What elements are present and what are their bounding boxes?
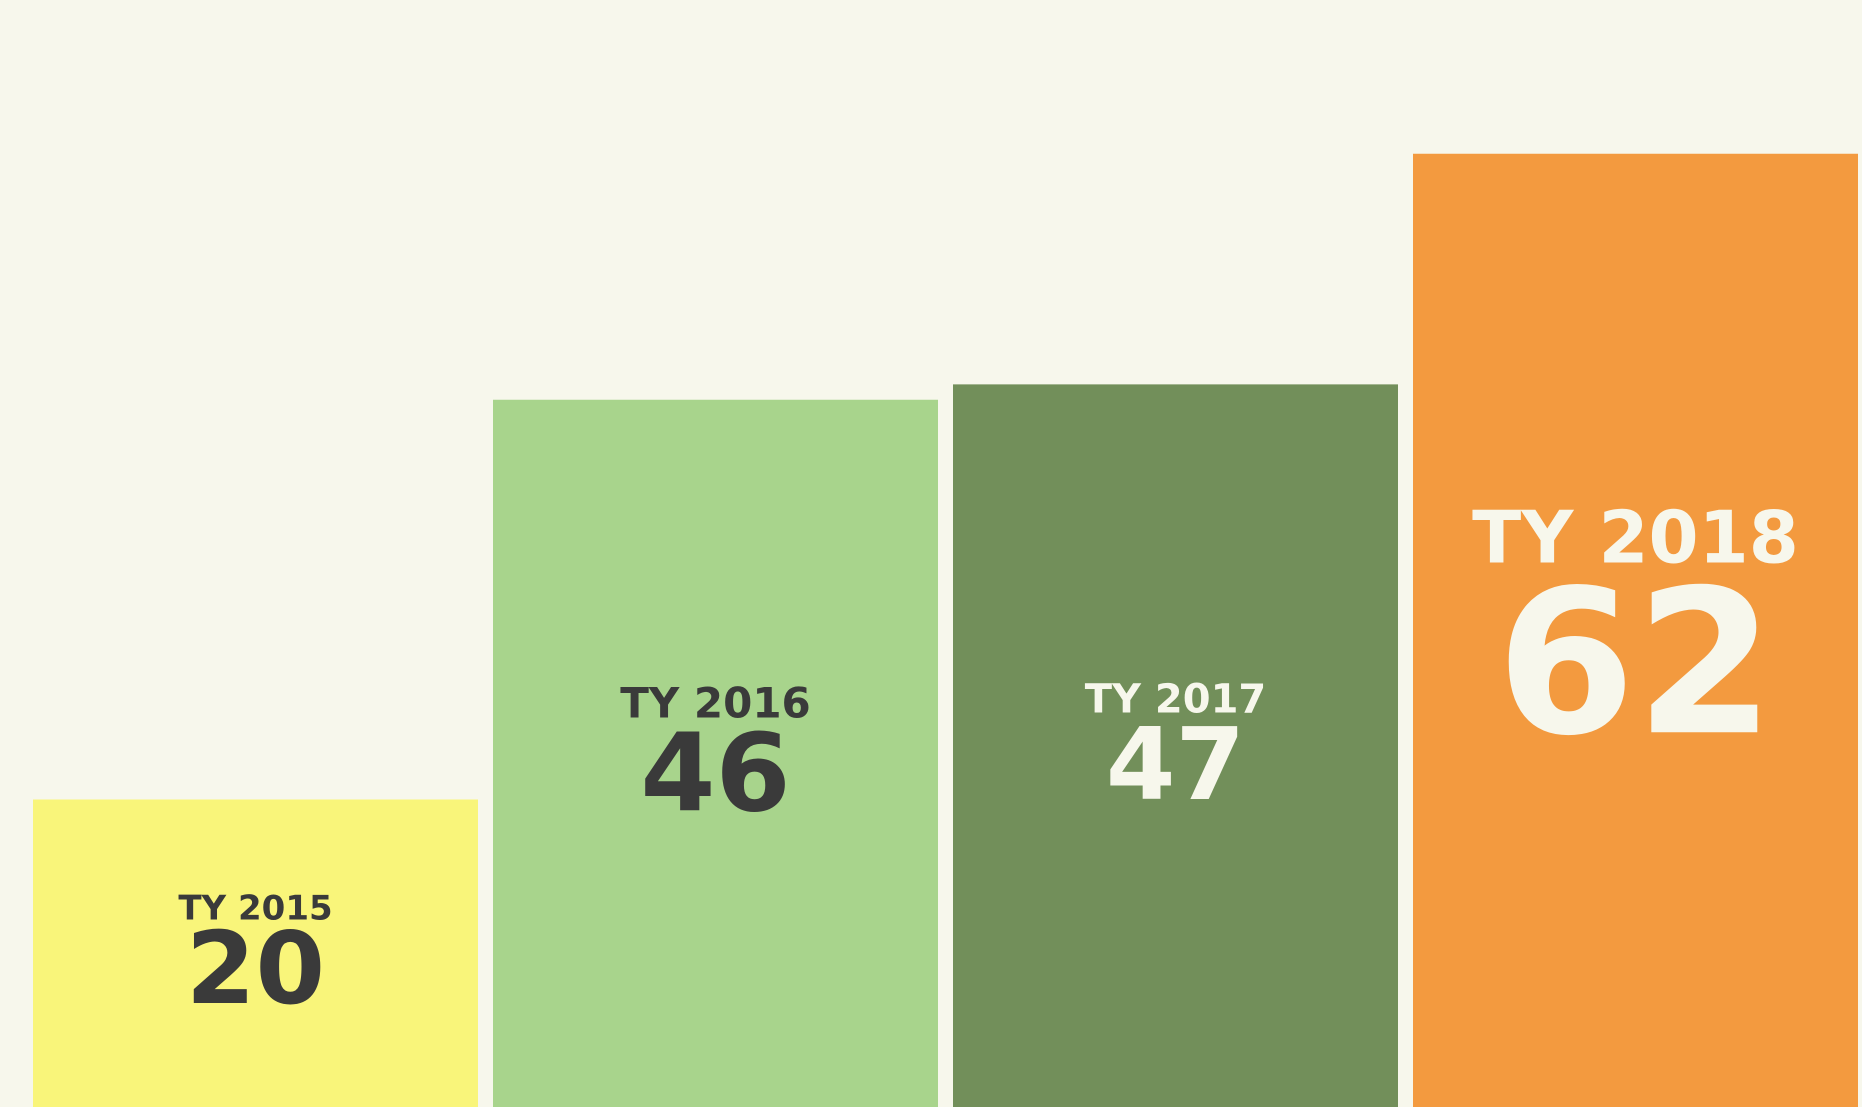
bar-category-label: TY 2018 [1472, 496, 1799, 580]
bar-value-label: 47 [1106, 706, 1245, 823]
bar-category-label: TY 2017 [1085, 677, 1267, 723]
bar [1413, 153, 1858, 1107]
bar [33, 799, 478, 1107]
bar-value-label: 62 [1496, 547, 1774, 780]
bar [953, 384, 1398, 1107]
bar-category-label: TY 2015 [178, 888, 332, 928]
bar-value-label: 20 [186, 910, 325, 1027]
bar [493, 399, 938, 1107]
bar-category-label: TY 2016 [620, 678, 811, 727]
bar-value-label: 46 [640, 712, 790, 837]
